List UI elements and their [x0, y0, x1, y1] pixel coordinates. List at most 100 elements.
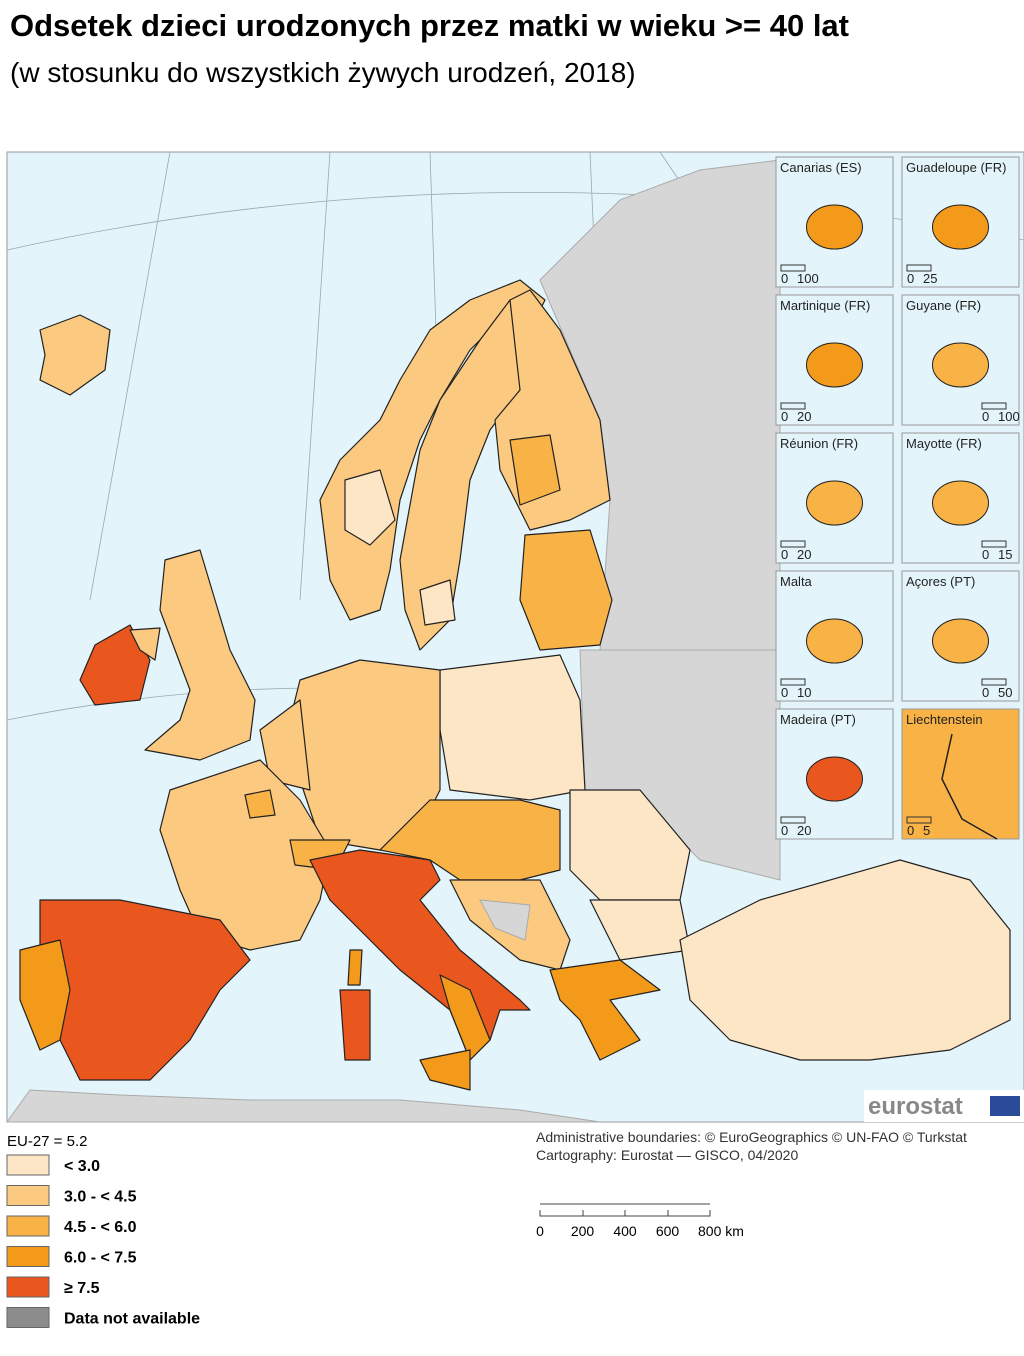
- subtitle: (w stosunku do wszystkich żywych urodzeń…: [10, 57, 636, 88]
- inset-scale: [780, 402, 806, 410]
- inset-scale-label: 100: [998, 409, 1020, 424]
- scale-label: 400: [613, 1223, 637, 1239]
- inset-scale: [780, 816, 806, 824]
- legend-label: < 3.0: [64, 1158, 100, 1175]
- legend-swatch: [6, 1185, 50, 1206]
- logo: eurostat: [868, 1093, 963, 1120]
- inset-scale: [780, 264, 806, 272]
- credit-line: Administrative boundaries: © EuroGeograp…: [536, 1129, 967, 1145]
- credits: Administrative boundaries: © EuroGeograp…: [536, 1129, 967, 1163]
- scale-label: 0: [536, 1223, 544, 1239]
- inset-scale-label: 0: [982, 685, 989, 700]
- inset-territory: [932, 342, 989, 388]
- finland-region: [509, 434, 561, 506]
- northern-ireland: [129, 627, 161, 661]
- legend-swatch: [6, 1246, 50, 1267]
- inset-scale-label: 20: [797, 547, 811, 562]
- inset-scale-label: 10: [797, 685, 811, 700]
- poland: [439, 654, 586, 801]
- inset-label-bg: [777, 710, 892, 728]
- title: Odsetek dzieci urodzonych przez matki w …: [10, 8, 849, 43]
- inset-scale: [780, 678, 806, 686]
- inset-scale-label: 0: [982, 547, 989, 562]
- africa: [6, 1089, 601, 1123]
- benelux: [259, 699, 311, 791]
- inset-scale-label: 25: [923, 271, 937, 286]
- inset-frame: [901, 708, 1020, 840]
- turkey: [679, 859, 1011, 1061]
- legend-swatch: [6, 1215, 50, 1237]
- legend-label: 3.0 - < 4.5: [64, 1189, 137, 1206]
- credit-line: Cartography: Eurostat — GISCO, 04/2020: [536, 1147, 798, 1163]
- greece: [549, 959, 661, 1061]
- inset-scale-label: 0: [781, 409, 788, 424]
- inset-border: [941, 733, 998, 840]
- inset-name: Guyane (FR): [906, 298, 981, 313]
- inset-label-bg: [903, 572, 1018, 590]
- inset-scale-label: 50: [998, 685, 1012, 700]
- inset-scale: [780, 540, 806, 548]
- scale-line: [539, 1203, 711, 1217]
- inset-name: Madeira (PT): [780, 712, 856, 727]
- inset-territory: [932, 204, 989, 250]
- inset-name: Mayotte (FR): [906, 436, 982, 451]
- inset-label-bg: [903, 296, 1018, 314]
- inset-scale-label: 20: [797, 409, 811, 424]
- inset-label-bg: [777, 434, 892, 452]
- inset-label-bg: [777, 158, 892, 176]
- inset-scale-label: 0: [781, 271, 788, 286]
- inset-label-bg: [903, 434, 1018, 452]
- inset-name: Réunion (FR): [780, 436, 858, 451]
- italy-south: [439, 974, 491, 1061]
- corsica: [347, 949, 363, 986]
- inset-label-bg: [903, 710, 1018, 728]
- inset-territory: [806, 618, 863, 664]
- central-europe: [379, 799, 561, 881]
- legend-swatch: [6, 1154, 50, 1176]
- inset-name: Canarias (ES): [780, 160, 862, 175]
- inset-scale: [981, 402, 1007, 410]
- portugal: [19, 939, 71, 1051]
- inset-name: Malta: [780, 574, 813, 589]
- legend-note: EU-27 = 5.2: [7, 1133, 87, 1150]
- legend-swatch: [6, 1307, 50, 1328]
- iceland: [39, 314, 111, 396]
- inset-label-bg: [777, 572, 892, 590]
- ile-de-france: [244, 789, 276, 819]
- legend-label: 4.5 - < 6.0: [64, 1219, 137, 1236]
- legend-label: ≥ 7.5: [64, 1280, 100, 1297]
- ireland: [79, 624, 151, 706]
- france: [159, 759, 331, 951]
- inset-scale-label: 20: [797, 823, 811, 838]
- inset-territory: [806, 204, 863, 250]
- inset-territory: [932, 618, 989, 664]
- inset-scale-label: 0: [907, 271, 914, 286]
- inset-label-bg: [777, 296, 892, 314]
- inset-name: Martinique (FR): [780, 298, 870, 313]
- legend: EU-27 = 5.2 < 3.0 3.0 - < 4.5 4.5 - < 6.0 6…: [6, 1133, 200, 1328]
- inset-scale: [981, 678, 1007, 686]
- inset-territory: [932, 480, 989, 526]
- sardinia: [339, 989, 371, 1061]
- inset-territory: [806, 342, 863, 388]
- sicily: [419, 1049, 471, 1091]
- inset-scale: [981, 540, 1007, 548]
- inset-scale: [906, 264, 932, 272]
- inset-territory: [806, 756, 863, 802]
- inset-name: Açores (PT): [906, 574, 975, 589]
- scale-label: 600: [656, 1223, 680, 1239]
- inset-scale: [906, 816, 932, 824]
- inset-scale-label: 0: [982, 409, 989, 424]
- scale-label: 200: [571, 1223, 595, 1239]
- inset-name: Guadeloupe (FR): [906, 160, 1006, 175]
- inset-scale-label: 0: [907, 823, 914, 838]
- baltic-states: [519, 529, 613, 651]
- inset-scale-label: 0: [781, 685, 788, 700]
- scale-bar: 0 200 400 600 800 km: [536, 1203, 744, 1239]
- inset-scale-label: 0: [781, 547, 788, 562]
- inset-scale-label: 5: [923, 823, 930, 838]
- legend-label: Data not available: [64, 1311, 200, 1328]
